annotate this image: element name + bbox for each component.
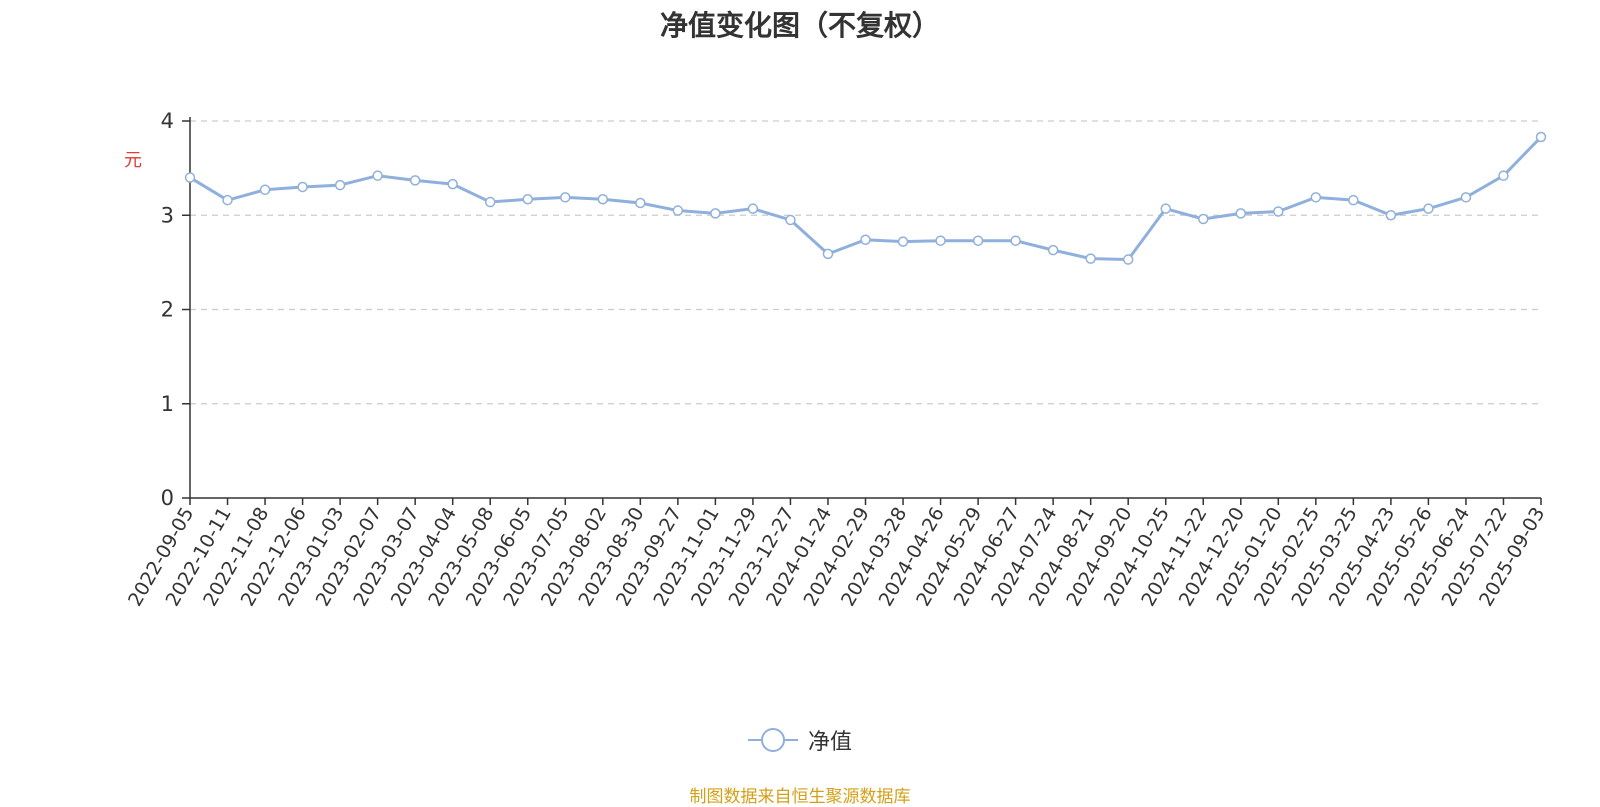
data-point bbox=[1010, 235, 1021, 246]
data-point bbox=[334, 179, 346, 191]
data-point bbox=[897, 236, 909, 247]
data-point bbox=[747, 203, 759, 214]
data-point bbox=[184, 172, 196, 183]
legend-label: 净值 bbox=[807, 730, 852, 755]
data-point bbox=[1198, 213, 1209, 225]
data-point bbox=[297, 181, 308, 193]
data-point bbox=[522, 193, 533, 205]
data-point bbox=[222, 194, 233, 206]
y-axis-label: 元 bbox=[121, 150, 142, 168]
data-point bbox=[935, 235, 946, 246]
data-point bbox=[1160, 203, 1171, 214]
y-tick-label: 0 bbox=[161, 486, 174, 510]
y-tick-label: 3 bbox=[161, 203, 174, 227]
data-point bbox=[1310, 192, 1322, 203]
legend-item-nav[interactable]: 净值 bbox=[747, 724, 852, 756]
data-point bbox=[860, 234, 871, 246]
data-point bbox=[597, 193, 609, 205]
data-point bbox=[1047, 244, 1059, 256]
chart-title: 净值变化图（不复权） bbox=[659, 9, 940, 42]
data-point bbox=[972, 235, 984, 246]
data-point bbox=[635, 197, 646, 209]
data-point bbox=[710, 208, 721, 219]
data-point bbox=[259, 184, 271, 196]
data-point bbox=[1122, 254, 1134, 265]
legend[interactable]: 净值 bbox=[0, 724, 1600, 756]
data-point bbox=[1423, 203, 1434, 214]
data-point bbox=[409, 175, 421, 186]
line-chart: 012342022-09-052022-10-112022-11-082022-… bbox=[124, 109, 1549, 610]
data-point bbox=[785, 214, 796, 226]
y-tick-label: 2 bbox=[161, 298, 174, 322]
y-tick-label: 1 bbox=[161, 392, 174, 416]
data-point bbox=[1273, 206, 1284, 217]
data-point bbox=[1085, 253, 1096, 264]
data-point bbox=[822, 248, 834, 260]
source-note: 制图数据来自恒生聚源数据库 bbox=[689, 787, 911, 807]
data-point bbox=[672, 205, 684, 216]
data-point bbox=[1235, 208, 1247, 219]
legend-line-circle-icon bbox=[747, 727, 798, 753]
y-tick-label: 4 bbox=[161, 109, 174, 133]
data-point bbox=[372, 170, 383, 181]
data-point bbox=[1460, 192, 1472, 203]
data-point bbox=[484, 196, 496, 208]
data-point bbox=[1385, 210, 1397, 221]
data-point bbox=[1498, 170, 1509, 181]
data-point bbox=[1348, 194, 1359, 206]
data-point bbox=[1535, 131, 1547, 143]
data-point bbox=[447, 178, 458, 190]
data-point bbox=[560, 192, 571, 203]
